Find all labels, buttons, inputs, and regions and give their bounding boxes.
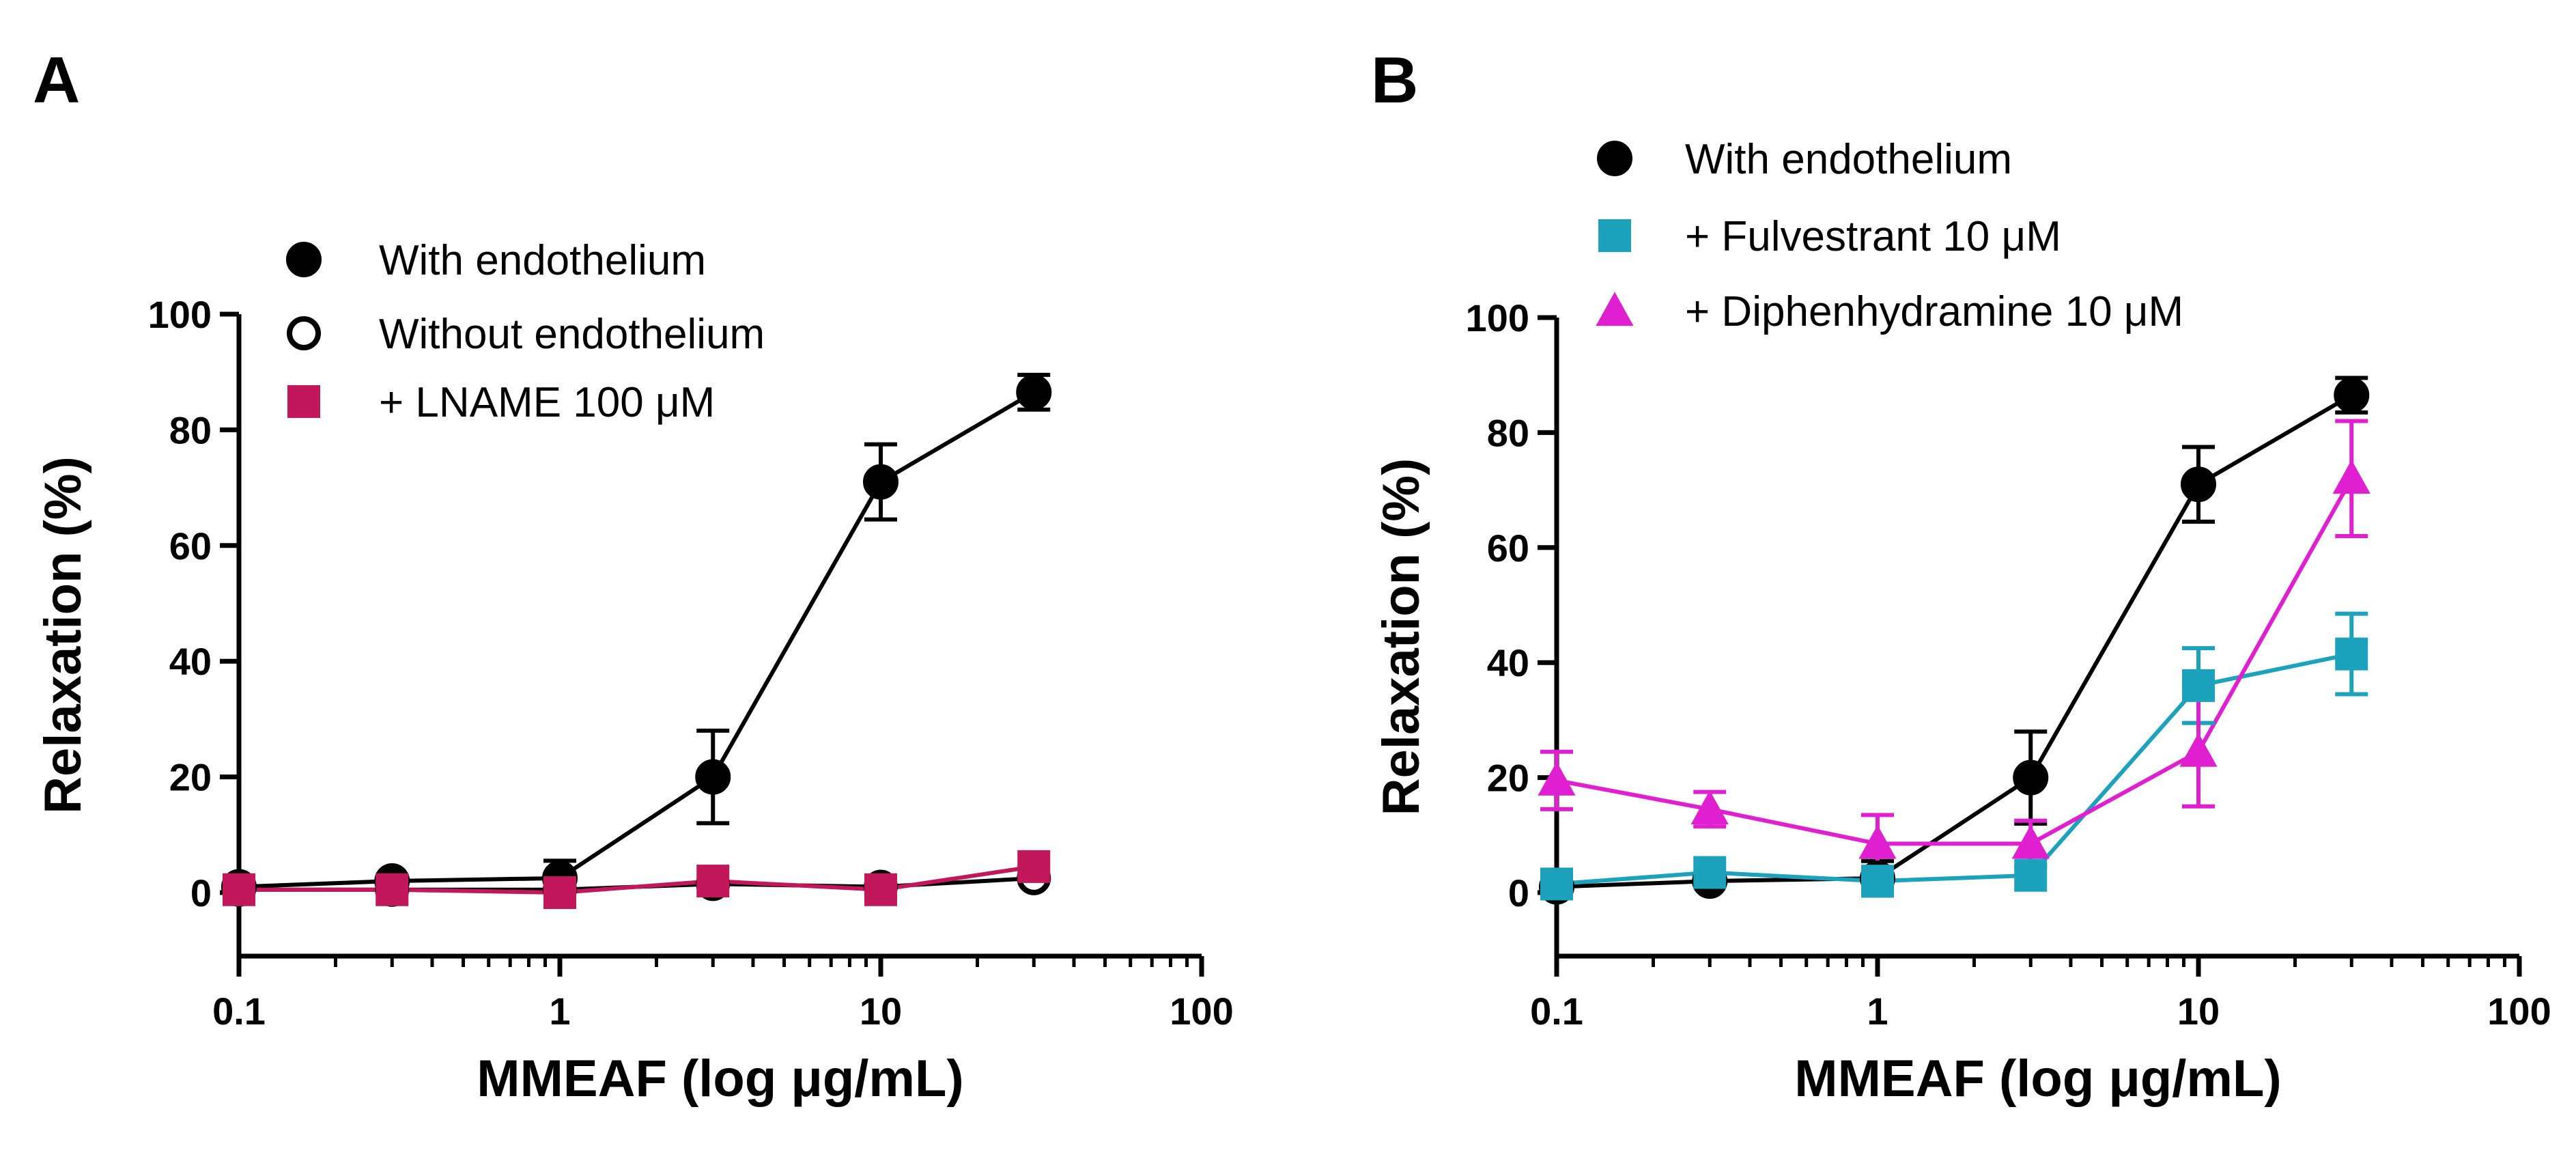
data-point (696, 865, 730, 898)
y-tick-label: 60 (169, 524, 212, 568)
data-point (863, 464, 898, 500)
legend-label: + LNAME 100 μM (379, 379, 715, 426)
x-tick-label: 1 (549, 990, 570, 1033)
data-point (223, 873, 255, 906)
y-tick-label: 0 (190, 871, 212, 914)
legend-label: + Fulvestrant 10 μM (1685, 213, 2061, 260)
x-tick-label: 10 (2177, 990, 2220, 1033)
series-line (1556, 393, 2353, 889)
x-tick-label: 1 (1867, 990, 1888, 1033)
data-point (2335, 637, 2368, 671)
data-point (2013, 759, 2049, 796)
legend-label: Without endothelium (379, 311, 765, 358)
data-point (543, 876, 576, 909)
y-tick-label: 100 (1466, 296, 1529, 339)
legend-label: + Diphenhydramine 10 μM (1685, 288, 2183, 335)
data-point (1690, 790, 1729, 824)
y-tick-label: 20 (1487, 757, 1529, 800)
legend-marker (1597, 141, 1632, 176)
data-point (1861, 865, 1894, 898)
x-tick-label: 0.1 (212, 990, 266, 1033)
data-point (1538, 761, 1576, 796)
data-point (2181, 466, 2216, 503)
y-tick-label: 80 (169, 408, 212, 451)
data-point (1858, 824, 1897, 859)
panel-b: B 0 20 40 60 80 100 0.1 1 10 100 Relaxation (%) MMEA… (1371, 44, 2551, 1108)
data-point (2179, 733, 2218, 767)
panel-letter: A (33, 44, 80, 117)
y-tick-label: 60 (1487, 527, 1529, 570)
legend-label: With endothelium (379, 237, 706, 284)
data-point (695, 759, 731, 795)
y-tick-label: 40 (1487, 641, 1529, 684)
data-point (1540, 867, 1573, 901)
y-axis-title: Relaxation (%) (34, 456, 92, 814)
series-line (238, 390, 1035, 889)
x-tick-label: 100 (2487, 990, 2551, 1033)
x-tick-label: 0.1 (1530, 990, 1583, 1033)
legend-marker (287, 316, 321, 350)
legend-marker (1596, 292, 1634, 326)
y-tick-label: 40 (169, 640, 212, 683)
panel-letter: B (1371, 44, 1418, 117)
legend-marker (1598, 219, 1631, 252)
y-tick-label: 100 (148, 293, 212, 336)
data-point (2334, 377, 2370, 413)
series-line (239, 864, 1034, 895)
legend-marker (286, 242, 322, 277)
legend-marker (287, 385, 320, 418)
data-point (2011, 824, 2050, 859)
y-tick-label: 0 (1508, 871, 1529, 914)
panel-a: A 0 20 40 60 80 100 0.1 1 10 100 Relaxation (%) MMEA… (33, 44, 1234, 1108)
data-point (864, 873, 897, 906)
y-axis-title: Relaxation (%) (1372, 458, 1430, 816)
data-point (376, 873, 409, 906)
data-point (1693, 856, 1727, 889)
legend-label: With endothelium (1685, 136, 2012, 183)
y-tick-label: 20 (169, 756, 212, 799)
x-axis-title: MMEAF (log μg/mL) (1794, 1050, 2281, 1108)
series-line (1556, 477, 2353, 846)
series-line (1556, 652, 2352, 886)
data-point (1017, 850, 1051, 883)
y-tick-label: 80 (1487, 411, 1529, 454)
data-point (1016, 374, 1052, 410)
data-point (2332, 460, 2370, 494)
x-tick-label: 100 (1170, 990, 1233, 1033)
x-tick-label: 10 (860, 990, 902, 1033)
data-point (2014, 858, 2048, 892)
x-axis-title: MMEAF (log μg/mL) (477, 1050, 963, 1108)
data-point (2182, 669, 2215, 702)
